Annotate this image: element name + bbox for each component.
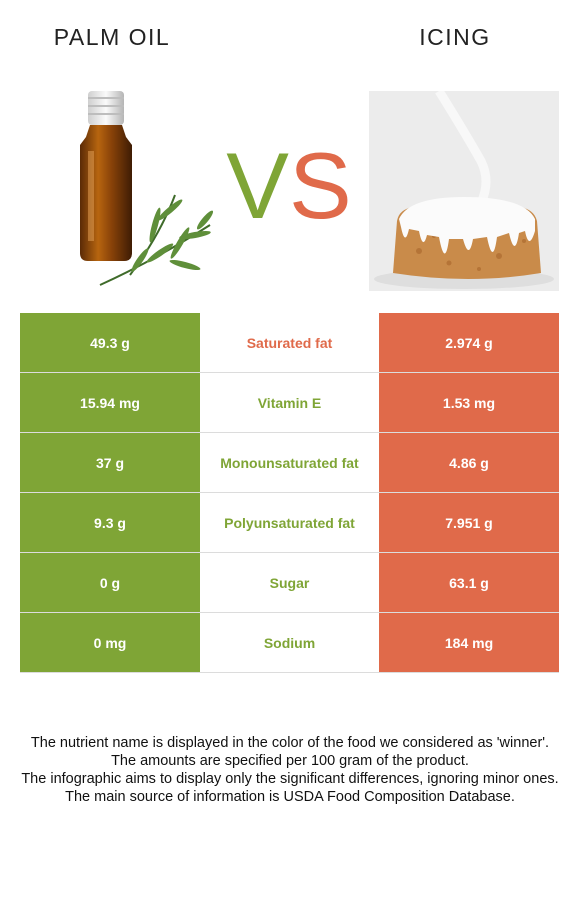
right-value: 7.951 g bbox=[379, 492, 559, 553]
footer-notes: The nutrient name is displayed in the co… bbox=[20, 734, 560, 806]
nutrient-name: Saturated fat bbox=[200, 313, 379, 373]
right-value: 1.53 mg bbox=[379, 372, 559, 433]
left-value: 9.3 g bbox=[20, 492, 200, 553]
footer-line: The main source of information is USDA F… bbox=[65, 789, 515, 805]
left-value: 37 g bbox=[20, 432, 200, 493]
left-value: 0 g bbox=[20, 552, 200, 613]
palm-oil-image bbox=[80, 91, 214, 286]
footer-line: The amounts are specified per 100 gram o… bbox=[111, 753, 469, 769]
right-value: 184 mg bbox=[379, 612, 559, 673]
right-value: 63.1 g bbox=[379, 552, 559, 613]
left-value: 0 mg bbox=[20, 612, 200, 673]
nutrient-row: 15.94 mg Vitamin E 1.53 mg bbox=[20, 372, 559, 433]
nutrient-name: Monounsaturated fat bbox=[200, 432, 379, 493]
nutrient-row: 49.3 g Saturated fat 2.974 g bbox=[20, 313, 559, 373]
vs-label: VS bbox=[226, 133, 352, 238]
comparison-table: 49.3 g Saturated fat 2.974 g 15.94 mg Vitami… bbox=[20, 313, 559, 673]
left-value: 49.3 g bbox=[20, 313, 200, 373]
right-food-title: ICING bbox=[419, 24, 491, 50]
left-value: 15.94 mg bbox=[20, 372, 200, 433]
footer-line: The infographic aims to display only the… bbox=[21, 771, 559, 787]
nutrient-row: 0 g Sugar 63.1 g bbox=[20, 552, 559, 613]
nutrient-name: Sodium bbox=[200, 612, 379, 673]
nutrient-name: Sugar bbox=[200, 552, 379, 613]
left-food-title: PALM OIL bbox=[53, 24, 171, 50]
right-value: 4.86 g bbox=[379, 432, 559, 493]
footer-line: The nutrient name is displayed in the co… bbox=[30, 735, 550, 751]
nutrient-row: 0 mg Sodium 184 mg bbox=[20, 612, 559, 673]
nutrient-name: Polyunsaturated fat bbox=[200, 492, 379, 553]
right-value: 2.974 g bbox=[379, 313, 559, 373]
nutrient-row: 9.3 g Polyunsaturated fat 7.951 g bbox=[20, 492, 559, 553]
icing-image bbox=[369, 91, 559, 291]
nutrient-row: 37 g Monounsaturated fat 4.86 g bbox=[20, 432, 559, 493]
nutrient-name: Vitamin E bbox=[200, 372, 379, 433]
